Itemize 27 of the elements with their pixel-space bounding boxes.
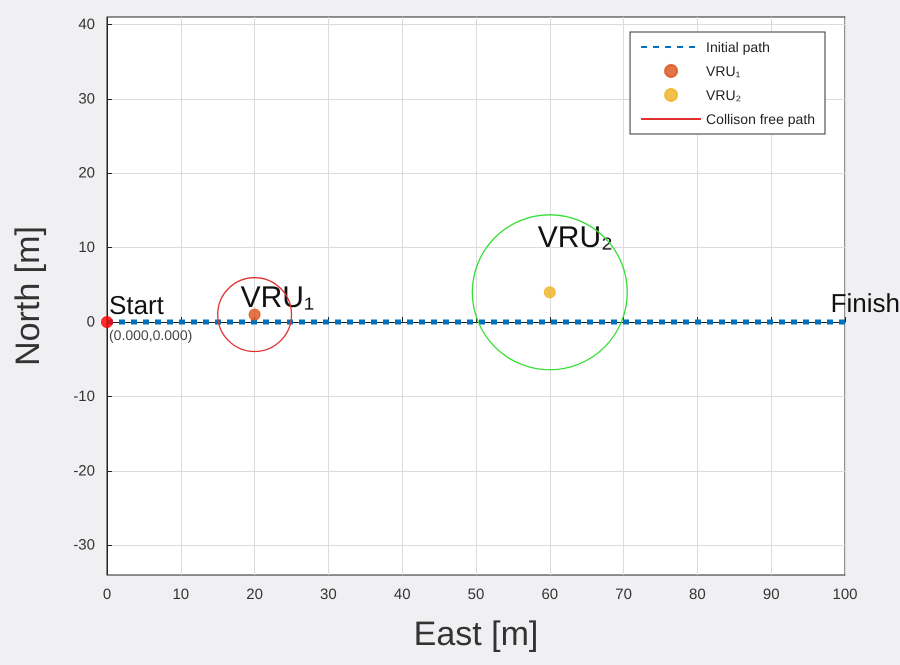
x-tick-label: 40: [394, 586, 411, 603]
x-axis-title: East [m]: [414, 615, 538, 653]
x-tick-label: 80: [689, 586, 706, 603]
legend-label: VRU₁: [706, 63, 741, 79]
x-tick-label: 100: [832, 586, 858, 603]
y-tick-label: 40: [78, 16, 95, 33]
x-tick-label: 20: [246, 586, 263, 603]
x-tick-label: 30: [320, 586, 337, 603]
y-tick-label: -10: [73, 388, 95, 405]
legend-label: VRU₂: [706, 87, 742, 103]
annotation: (0.000,0.000): [109, 327, 192, 344]
y-axis-title: North [m]: [9, 226, 47, 366]
y-tick-label: 10: [78, 239, 95, 256]
x-tick-label: 90: [762, 586, 780, 603]
x-tick-label: 50: [468, 586, 484, 603]
x-tick-label: 60: [541, 586, 558, 603]
y-tick-label: 20: [78, 164, 95, 182]
y-tick-label: -20: [73, 462, 95, 480]
y-tick-label: -30: [73, 536, 95, 554]
x-tick-label: 0: [102, 586, 112, 603]
x-tick-label: 70: [615, 586, 632, 603]
x-tick-label: 10: [172, 586, 190, 603]
annotation: Start: [109, 290, 165, 320]
y-tick-label: 30: [78, 90, 95, 108]
legend-label: Initial path: [706, 39, 770, 55]
legend-label: Collison free path: [706, 111, 815, 127]
y-tick-label: 0: [86, 314, 95, 331]
